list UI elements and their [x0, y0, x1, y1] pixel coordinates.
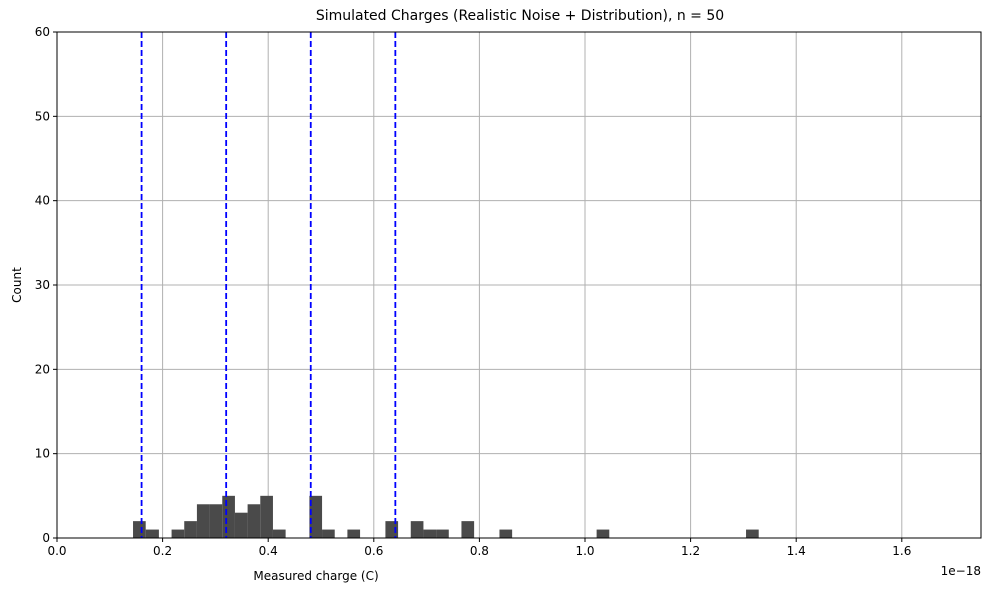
histogram-bar [309, 495, 323, 538]
histogram-bar [499, 529, 513, 538]
histogram-bar [222, 495, 235, 538]
histogram-bar [596, 529, 610, 538]
x-tick-label: 0.6 [364, 544, 383, 558]
y-tick-label: 10 [35, 447, 50, 461]
y-tick-label: 20 [35, 362, 50, 376]
axis-ticks: 0.0 0.2 0.4 0.6 0.8 1.0 1.2 1.4 1.6 0 10 20 30 40 50 60 [35, 25, 912, 558]
x-tick-label: 1.4 [787, 544, 806, 558]
histogram-bar [423, 529, 437, 538]
y-tick-label: 50 [35, 109, 50, 123]
x-tick-label: 1.2 [681, 544, 700, 558]
histogram-bar [184, 521, 197, 538]
y-tick-label: 40 [35, 194, 50, 208]
histogram-bar [234, 512, 248, 538]
y-tick-label: 30 [35, 278, 50, 292]
x-axis-label: Measured charge (C) [253, 569, 378, 583]
histogram-bar [145, 529, 159, 538]
histogram-bar [272, 529, 286, 538]
histogram-bar [347, 529, 361, 538]
x-axis-offset-label: 1e−18 [941, 564, 981, 578]
x-tick-label: 0.4 [259, 544, 278, 558]
y-tick-label: 60 [35, 25, 50, 39]
chart-title: Simulated Charges (Realistic Noise + Dis… [316, 8, 724, 24]
histogram-bar [746, 529, 759, 538]
histogram-bar [196, 504, 210, 538]
x-tick-label: 0.8 [470, 544, 489, 558]
histogram-bar [247, 504, 261, 538]
histogram-bar [385, 521, 399, 538]
x-tick-label: 0.2 [153, 544, 172, 558]
histogram-bar [260, 495, 273, 538]
y-tick-label: 0 [42, 531, 50, 545]
y-axis-label: Count [10, 267, 24, 303]
x-tick-label: 0.0 [47, 544, 66, 558]
histogram-bar [133, 521, 146, 538]
histogram-bar [461, 521, 475, 538]
histogram-bar [436, 529, 449, 538]
reference-lines [140, 32, 397, 538]
histogram-bar [322, 529, 335, 538]
x-tick-label: 1.0 [575, 544, 594, 558]
x-tick-label: 1.6 [892, 544, 911, 558]
histogram-bar [209, 504, 223, 538]
histogram-bar [410, 521, 424, 538]
histogram-bar [171, 529, 185, 538]
grid-lines [56, 31, 981, 539]
